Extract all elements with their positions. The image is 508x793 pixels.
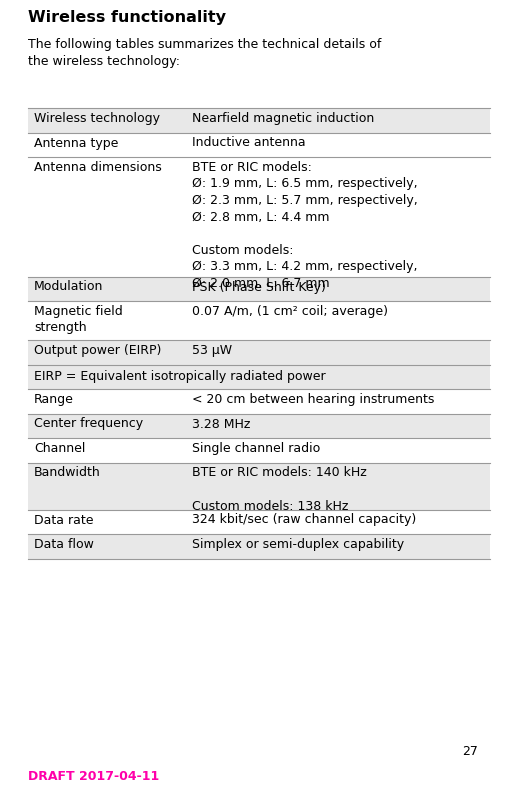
Text: 27: 27: [462, 745, 478, 758]
Bar: [28, 365, 490, 389]
Text: Data flow: Data flow: [34, 538, 94, 551]
Text: PSK (Phase Shift Key): PSK (Phase Shift Key): [192, 281, 326, 293]
Text: Center frequency: Center frequency: [34, 417, 143, 431]
Text: Nearfield magnetic induction: Nearfield magnetic induction: [192, 112, 374, 125]
Text: 0.07 A/m, (1 cm² coil; average): 0.07 A/m, (1 cm² coil; average): [192, 305, 388, 318]
Bar: [28, 462, 490, 509]
Text: 3.28 MHz: 3.28 MHz: [192, 417, 250, 431]
Text: Single channel radio: Single channel radio: [192, 442, 320, 455]
Bar: [28, 108, 490, 132]
Text: Inductive antenna: Inductive antenna: [192, 136, 306, 150]
Text: DRAFT 2017-04-11: DRAFT 2017-04-11: [28, 770, 159, 783]
Text: Wireless functionality: Wireless functionality: [28, 10, 226, 25]
Bar: [28, 277, 490, 301]
Text: Antenna type: Antenna type: [34, 136, 118, 150]
Text: Simplex or semi-duplex capability: Simplex or semi-duplex capability: [192, 538, 404, 551]
Bar: [28, 340, 490, 365]
Bar: [28, 413, 490, 438]
Text: Wireless technology: Wireless technology: [34, 112, 160, 125]
Text: Antenna dimensions: Antenna dimensions: [34, 161, 162, 174]
Text: 324 kbit/sec (raw channel capacity): 324 kbit/sec (raw channel capacity): [192, 514, 416, 527]
Text: Bandwidth: Bandwidth: [34, 466, 101, 480]
Text: Output power (EIRP): Output power (EIRP): [34, 344, 162, 357]
Text: BTE or RIC models:
Ø: 1.9 mm, L: 6.5 mm, respectively,
Ø: 2.3 mm, L: 5.7 mm, res: BTE or RIC models: Ø: 1.9 mm, L: 6.5 mm,…: [192, 161, 418, 289]
Text: Channel: Channel: [34, 442, 85, 455]
Text: The following tables summarizes the technical details of
the wireless technology: The following tables summarizes the tech…: [28, 38, 382, 68]
Text: Data rate: Data rate: [34, 514, 93, 527]
Text: < 20 cm between hearing instruments: < 20 cm between hearing instruments: [192, 393, 434, 406]
Text: Magnetic field
strength: Magnetic field strength: [34, 305, 123, 335]
Text: Range: Range: [34, 393, 74, 406]
Bar: [28, 534, 490, 558]
Text: BTE or RIC models: 140 kHz

Custom models: 138 kHz: BTE or RIC models: 140 kHz Custom models…: [192, 466, 367, 512]
Text: 53 μW: 53 μW: [192, 344, 232, 357]
Text: Modulation: Modulation: [34, 281, 103, 293]
Text: EIRP = Equivalent isotropically radiated power: EIRP = Equivalent isotropically radiated…: [34, 370, 326, 383]
